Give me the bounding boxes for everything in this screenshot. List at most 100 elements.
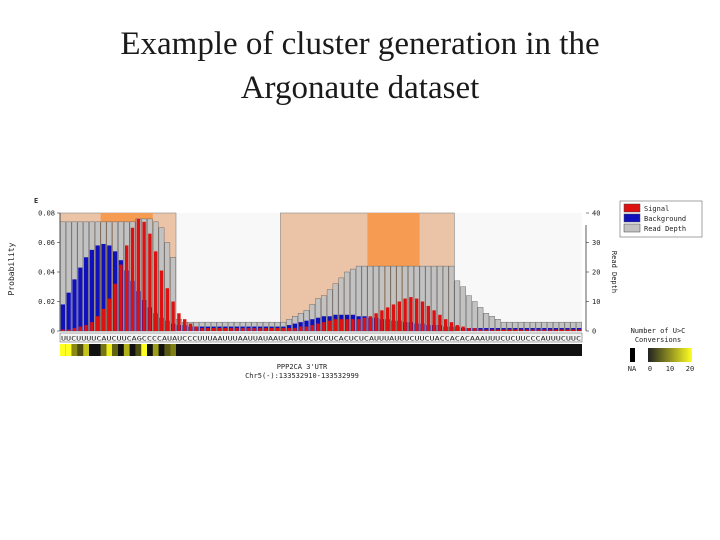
colorbar-title-line-1: Number of U>C: [631, 327, 686, 335]
signal-bar: [61, 329, 65, 331]
signal-bar: [217, 328, 222, 331]
read-depth-bar: [477, 307, 484, 332]
signal-bar: [548, 329, 552, 331]
signal-bar: [148, 233, 152, 331]
axes: 0 0.02 0.04 0.06 0.08 0 10 20 30 40: [38, 210, 600, 336]
signal-bar: [246, 328, 251, 331]
signal-bar: [420, 301, 425, 331]
legend-signal-label: Signal: [644, 205, 669, 213]
signal-bar: [119, 264, 123, 331]
background-bar: [107, 245, 112, 331]
conversion-cell: [123, 344, 130, 356]
signal-bar: [136, 218, 140, 331]
background-bar: [66, 292, 71, 331]
signal-bar: [473, 328, 477, 331]
signal-bar: [391, 304, 396, 331]
colorbar-gradient: [648, 348, 692, 362]
signal-bar: [507, 329, 512, 331]
conversion-colorbar: Number of U>C Conversions NA 0 10 20: [628, 327, 694, 373]
signal-bar: [206, 328, 210, 331]
left-tick-label: 0: [51, 328, 55, 336]
signal-bar: [183, 319, 187, 331]
signal-bar: [484, 329, 488, 331]
signal-bar: [304, 326, 309, 331]
conversion-cell: [71, 344, 78, 356]
read-depth-bar: [448, 265, 455, 332]
right-tick-label: 10: [592, 298, 600, 306]
conversion-cell: [112, 344, 118, 356]
signal-bars: [61, 218, 581, 331]
signal-bar: [165, 288, 169, 331]
right-tick-label: 40: [592, 210, 600, 218]
left-axis-label: Probability: [7, 242, 16, 295]
colorbar-tick-0: 0: [648, 365, 652, 373]
conversion-cell: [141, 344, 147, 356]
signal-bar: [513, 329, 517, 331]
conversion-track-base: [60, 344, 582, 356]
conversion-cell: [60, 344, 66, 356]
signal-bar: [432, 310, 436, 331]
signal-bar: [409, 297, 413, 331]
signal-bar: [241, 328, 245, 331]
signal-bar: [461, 326, 465, 331]
signal-bar: [542, 329, 546, 331]
signal-bar: [496, 329, 500, 331]
signal-bar: [125, 245, 129, 331]
read-depth-bar: [471, 301, 478, 332]
signal-bar: [519, 329, 523, 331]
background-bar: [60, 304, 65, 331]
conversion-cell: [152, 344, 159, 356]
conversion-cell: [164, 344, 171, 356]
background-bar: [72, 279, 77, 331]
background-bar: [304, 320, 309, 331]
colorbar-title-line-2: Conversions: [635, 336, 681, 344]
read-depth-bar: [460, 286, 466, 332]
sequence-track-frame: [59, 332, 583, 343]
signal-bar: [281, 328, 285, 331]
signal-bar: [229, 328, 233, 331]
signal-bar: [258, 328, 262, 331]
signal-bar: [565, 329, 570, 331]
signal-bar: [397, 301, 401, 331]
gene-label: PPP2CA 3'UTR: [277, 363, 328, 371]
signal-bar: [577, 329, 581, 331]
signal-bar: [275, 328, 280, 331]
conversion-cell: [106, 344, 113, 356]
colorbar-tick-10: 10: [666, 365, 674, 373]
colorbar-na-label: NA: [628, 365, 637, 373]
signal-bar: [455, 325, 459, 331]
left-tick-label: 0.08: [38, 210, 55, 218]
signal-bar: [171, 301, 175, 331]
right-tick-label: 20: [592, 269, 600, 277]
signal-bar: [380, 310, 384, 331]
legend-signal-swatch: [623, 203, 641, 213]
signal-bar: [299, 326, 303, 331]
signal-bar: [200, 328, 204, 331]
legend-read-depth-label: Read Depth: [644, 225, 686, 233]
signal-bar: [328, 320, 332, 331]
colorbar-na-swatch: [630, 348, 635, 362]
signal-bar: [252, 328, 256, 331]
signal-bar: [571, 329, 575, 331]
signal-bar: [490, 329, 494, 331]
signal-bar: [467, 328, 471, 331]
legend-background-swatch: [623, 213, 641, 223]
signal-bar: [235, 328, 239, 331]
signal-bar: [188, 323, 193, 331]
signal-bar: [339, 319, 343, 331]
signal-bar: [142, 221, 146, 331]
legend-background-label: Background: [644, 215, 686, 223]
signal-bar: [67, 329, 71, 331]
signal-bar: [293, 328, 297, 331]
background-bar: [89, 249, 94, 331]
conversion-track: [60, 344, 582, 356]
signal-bar: [113, 283, 117, 331]
signal-bar: [403, 298, 407, 331]
signal-bar: [84, 325, 88, 331]
signal-bar: [333, 319, 338, 331]
signal-bar: [130, 227, 135, 331]
signal-bar: [96, 316, 100, 331]
conversion-cell: [65, 344, 72, 356]
signal-bar: [478, 329, 483, 331]
background-bar: [292, 323, 297, 331]
